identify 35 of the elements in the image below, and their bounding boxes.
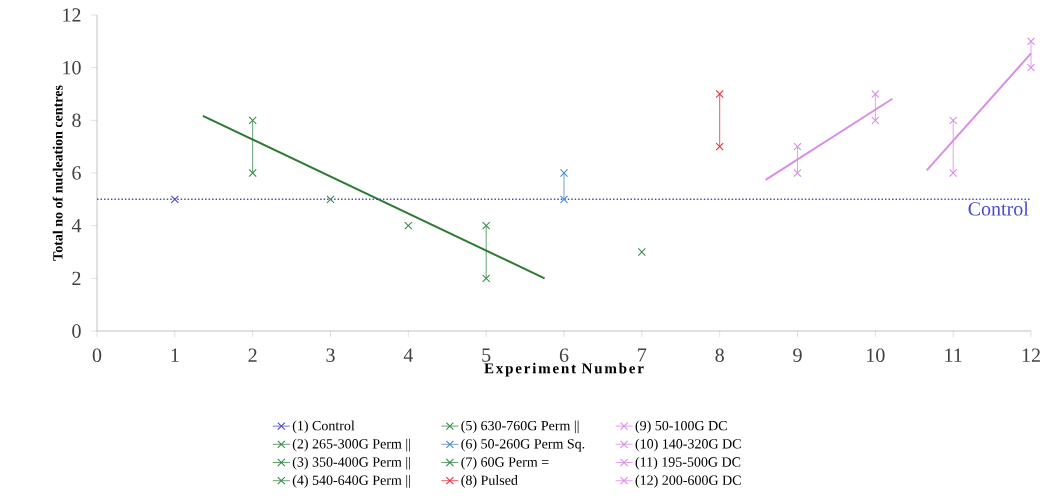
legend-label: (2) 265-300G Perm ||	[292, 438, 410, 452]
legend-label: (9) 50-100G DC	[635, 420, 727, 434]
legend-label: (11) 195-500G DC	[635, 456, 741, 470]
legend-label: (8) Pulsed	[461, 475, 518, 488]
x-axis-title: Experiment Number	[484, 362, 644, 377]
legend-label: (4) 540-640G Perm ||	[292, 475, 410, 488]
x-tick-label: 2	[248, 348, 257, 362]
x-tick-label: 4	[403, 348, 414, 362]
y-tick-label: 12	[63, 8, 81, 22]
legend-label: (7) 60G Perm =	[461, 456, 549, 470]
y-tick-label: 10	[63, 60, 81, 75]
y-tick-label: 0	[72, 324, 81, 338]
y-tick-label: 8	[72, 113, 81, 128]
x-tick-label: 8	[715, 348, 724, 363]
x-tick-label: 3	[326, 348, 335, 362]
legend-label: (1) Control	[292, 420, 355, 434]
legend-label: (6) 50-260G Perm Sq.	[461, 438, 585, 452]
y-axis-title: Total no of nucleation centres	[52, 85, 63, 261]
legend-label: (10) 140-320G DC	[635, 438, 741, 452]
y-tick-label: 6	[72, 166, 81, 180]
x-tick-label: 5	[482, 348, 491, 362]
legend-label: (12) 200-600G DC	[635, 475, 741, 488]
legend-label: (5) 630-760G Perm ||	[461, 420, 579, 434]
x-tick-label: 10	[867, 348, 885, 363]
x-tick-label: 7	[638, 348, 647, 362]
ref-line-label: Control	[968, 201, 1029, 216]
x-tick-label: 9	[793, 348, 802, 362]
x-tick-label: 11	[945, 348, 962, 362]
x-tick-label: 1	[171, 348, 179, 362]
x-tick-label: 6	[559, 348, 569, 362]
x-tick-label: 0	[92, 348, 102, 363]
y-tick-label: 2	[72, 271, 81, 285]
y-tick-label: 4	[71, 219, 82, 233]
legend-label: (3) 350-400G Perm ||	[292, 456, 410, 470]
x-tick-label: 12	[1022, 348, 1040, 362]
